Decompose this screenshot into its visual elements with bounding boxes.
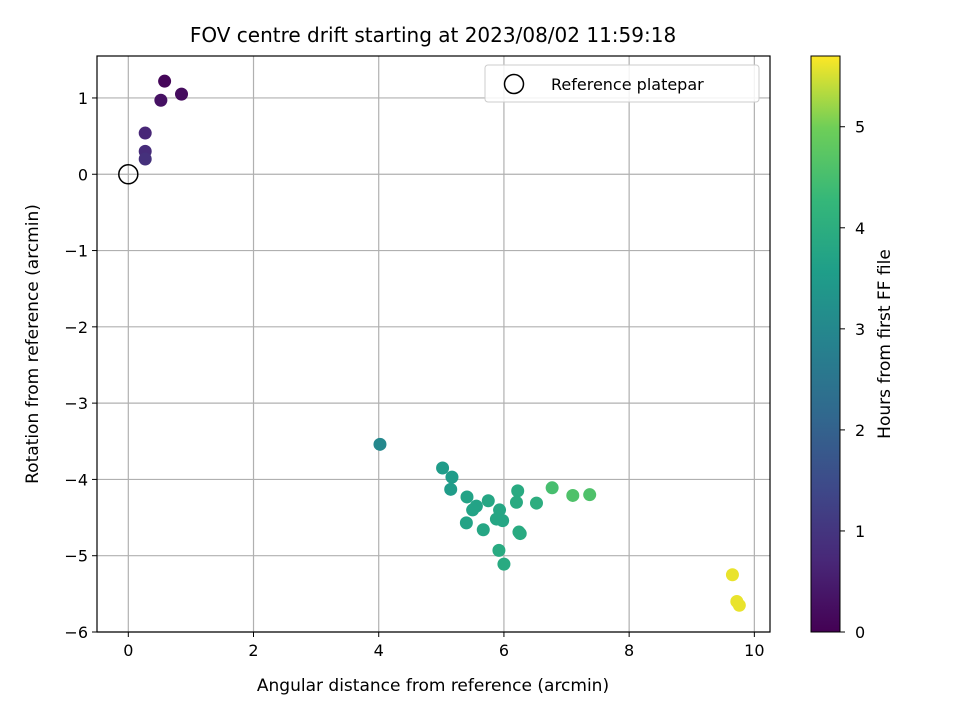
y-tick-label: −2 <box>64 318 88 337</box>
y-axis-label: Rotation from reference (arcmin) <box>23 204 43 484</box>
x-tick-label: 0 <box>123 641 133 660</box>
x-tick-label: 2 <box>248 641 258 660</box>
data-point <box>373 438 386 451</box>
grid <box>97 56 770 632</box>
data-point <box>158 75 171 88</box>
data-point <box>497 558 510 571</box>
x-axis-label: Angular distance from reference (arcmin) <box>257 676 609 696</box>
data-point <box>496 514 509 527</box>
data-point <box>482 494 495 507</box>
data-point <box>514 527 527 540</box>
data-point <box>530 497 543 510</box>
colorbar-gradient <box>811 56 840 632</box>
colorbar-tick-label: 4 <box>855 219 865 238</box>
y-tick-label: −4 <box>64 470 88 489</box>
data-point <box>460 490 473 503</box>
data-point <box>511 484 524 497</box>
data-point <box>566 489 579 502</box>
data-point <box>466 503 479 516</box>
colorbar-ticks: 0 1 2 3 4 5 <box>840 118 865 642</box>
data-point <box>510 496 523 509</box>
y-tick-label: 0 <box>78 165 88 184</box>
colorbar-label: Hours from first FF file <box>875 249 895 439</box>
data-point <box>445 471 458 484</box>
chart-title: FOV centre drift starting at 2023/08/02 … <box>190 23 676 47</box>
x-tick-label: 10 <box>744 641 764 660</box>
x-axis-ticks: 0 2 4 6 8 10 <box>123 632 764 660</box>
y-tick-label: −1 <box>64 242 88 261</box>
y-tick-label: 1 <box>78 89 88 108</box>
x-tick-label: 4 <box>374 641 384 660</box>
data-point <box>477 523 490 536</box>
y-axis-ticks: 1 0 −1 −2 −3 −4 −5 −6 <box>64 89 97 642</box>
x-tick-label: 8 <box>624 641 634 660</box>
plot-frame <box>97 56 770 632</box>
colorbar-tick-label: 1 <box>855 522 865 541</box>
data-point <box>175 88 188 101</box>
data-point <box>546 481 559 494</box>
colorbar-tick-label: 0 <box>855 623 865 642</box>
x-tick-label: 6 <box>499 641 509 660</box>
data-point <box>733 599 746 612</box>
colorbar-tick-label: 2 <box>855 421 865 440</box>
data-point <box>583 488 596 501</box>
data-point <box>436 461 449 474</box>
colorbar-tick-label: 5 <box>855 118 865 137</box>
legend: Reference platepar <box>485 65 759 102</box>
data-point <box>444 483 457 496</box>
data-point <box>139 127 152 140</box>
data-point <box>154 94 167 107</box>
y-tick-label: −6 <box>64 623 88 642</box>
data-point <box>460 516 473 529</box>
chart: FOV centre drift starting at 2023/08/02 … <box>0 0 960 720</box>
data-point <box>492 544 505 557</box>
y-tick-label: −3 <box>64 394 88 413</box>
colorbar-tick-label: 3 <box>855 320 865 339</box>
data-point <box>726 568 739 581</box>
legend-label: Reference platepar <box>551 75 704 94</box>
data-points <box>119 75 746 612</box>
y-tick-label: −5 <box>64 547 88 566</box>
colorbar: 0 1 2 3 4 5 Hours from first FF file <box>811 56 895 642</box>
data-point <box>139 152 152 165</box>
